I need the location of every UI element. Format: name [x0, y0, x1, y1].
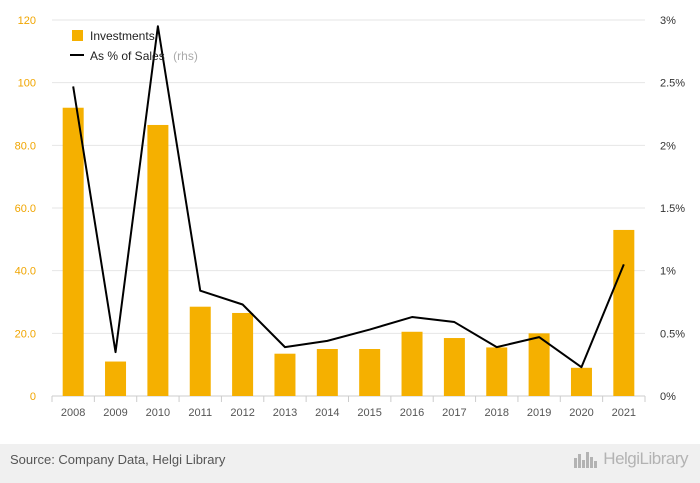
legend-rhs-note: (rhs) [173, 49, 198, 63]
bar [147, 124, 169, 396]
bar [570, 367, 592, 396]
y-left-tick-label: 60.0 [15, 203, 36, 215]
bar [443, 338, 465, 396]
logo-text: HelgiLibrary [603, 449, 688, 468]
footer: Source: Company Data, Helgi Library Helg… [0, 444, 700, 483]
x-tick-label: 2021 [612, 407, 636, 419]
x-tick-label: 2011 [188, 407, 212, 419]
x-tick-label: 2020 [569, 407, 593, 419]
x-tick-label: 2015 [357, 407, 381, 419]
city-skyline-icon [574, 452, 598, 468]
bar [359, 349, 381, 396]
combo-chart: 0 20.0 40.0 60.0 80.0 100 120 0% 0.5% 1% 1.5% 2% 2.… [15, 15, 686, 419]
source-note: Source: Company Data, Helgi Library [10, 452, 226, 467]
bar [486, 347, 508, 396]
legend-label-investments: Investments [90, 29, 155, 43]
x-tick-label: 2008 [61, 407, 85, 419]
bar-series-investments [62, 107, 635, 396]
x-axis: 2008 2009 2010 2011 2012 2013 2014 2015 2016 2017… [51, 396, 646, 419]
x-tick-label: 2018 [485, 407, 509, 419]
legend-label-percent-of-sales: As % of Sales (rhs) [90, 47, 198, 64]
y-right-tick-label: 3% [660, 15, 676, 27]
x-tick-label: 2013 [273, 407, 297, 419]
x-tick-label: 2019 [527, 407, 551, 419]
x-tick-label: 2014 [315, 407, 339, 419]
y-right-tick-label: 0% [660, 391, 676, 403]
bar [232, 312, 254, 396]
helgi-library-logo[interactable]: HelgiLibrary [573, 449, 688, 469]
y-right-tick-label: 1.5% [660, 203, 685, 215]
grid-lines [52, 19, 645, 397]
x-tick-label: 2017 [442, 407, 466, 419]
bar [528, 333, 550, 396]
bar [401, 331, 423, 396]
x-tick-label: 2012 [230, 407, 254, 419]
x-tick-label: 2009 [103, 407, 127, 419]
right-axis: 0% 0.5% 1% 1.5% 2% 2.5% 3% [660, 15, 685, 403]
y-left-tick-label: 100 [18, 78, 36, 90]
bar [274, 353, 296, 396]
y-left-tick-label: 0 [30, 391, 36, 403]
legend-series-name: As % of Sales [90, 49, 165, 63]
x-tick-label: 2016 [400, 407, 424, 419]
legend-swatch-investments [72, 30, 83, 41]
legend: Investments As % of Sales (rhs) [70, 29, 198, 64]
y-right-tick-label: 2.5% [660, 78, 685, 90]
line-path [72, 25, 625, 369]
x-tick-label: 2010 [146, 407, 170, 419]
y-right-tick-label: 2% [660, 140, 676, 152]
y-left-tick-label: 120 [18, 15, 36, 27]
y-left-tick-label: 80.0 [15, 140, 36, 152]
left-axis: 0 20.0 40.0 60.0 80.0 100 120 [15, 15, 36, 403]
bar [189, 306, 211, 396]
y-right-tick-label: 1% [660, 266, 676, 278]
line-series-percent-of-sales [72, 25, 625, 369]
bar [62, 107, 84, 396]
y-left-tick-label: 20.0 [15, 328, 36, 340]
y-right-tick-label: 0.5% [660, 328, 685, 340]
bar [316, 349, 338, 396]
y-left-tick-label: 40.0 [15, 266, 36, 278]
bar [105, 361, 127, 396]
bar [613, 229, 635, 396]
